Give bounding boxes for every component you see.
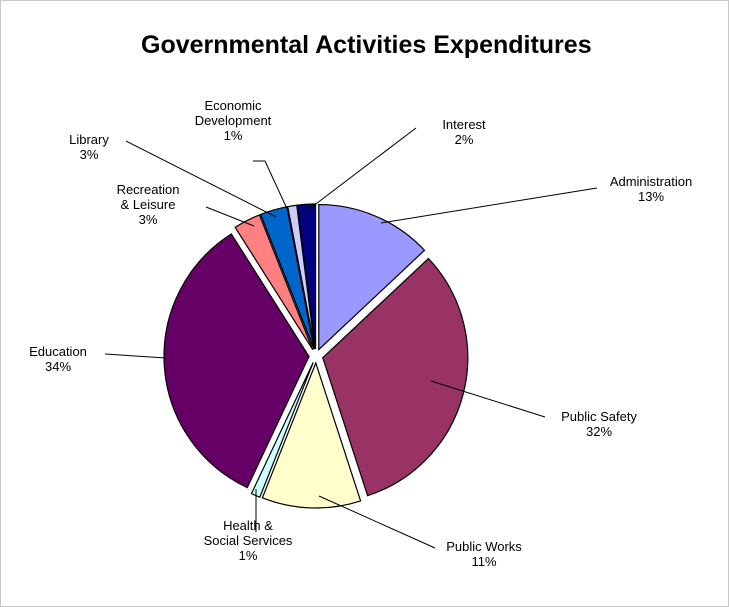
leader-line-recreation-and-leisure (205, 206, 255, 227)
data-label-public-works: Public Works 11% (446, 539, 522, 569)
leader-line-administration (380, 187, 598, 224)
data-label-education: Education 34% (29, 344, 87, 374)
data-label-health-and-social-services: Health & Social Services 1% (204, 518, 293, 563)
data-label-recreation-and-leisure: Recreation & Leisure 3% (117, 182, 180, 227)
data-label-administration: Administration 13% (610, 174, 692, 204)
chart-title: Governmental Activities Expenditures (141, 31, 592, 59)
data-label-interest: Interest 2% (442, 117, 486, 147)
data-label-public-safety: Public Safety 32% (561, 409, 637, 439)
leader-line-public-works (318, 495, 436, 549)
leader-line-library (125, 140, 277, 218)
pie-slice-recreation-and-leisure (234, 214, 314, 351)
data-label-economic-development: Economic Development 1% (195, 98, 272, 143)
leader-line-education (104, 353, 167, 359)
pie-slice-education (163, 233, 310, 489)
pie-slice-library (259, 206, 315, 350)
leader-line-interest (303, 127, 417, 214)
pie-slice-economic-development (287, 204, 316, 350)
leader-line-public-safety (430, 380, 546, 418)
data-label-library: Library 3% (69, 132, 109, 162)
leader-line-economic-development (253, 160, 290, 214)
pie-slice-administration (318, 203, 426, 351)
pie-slice-public-works (261, 361, 362, 509)
pie-slice-public-safety (322, 257, 469, 497)
